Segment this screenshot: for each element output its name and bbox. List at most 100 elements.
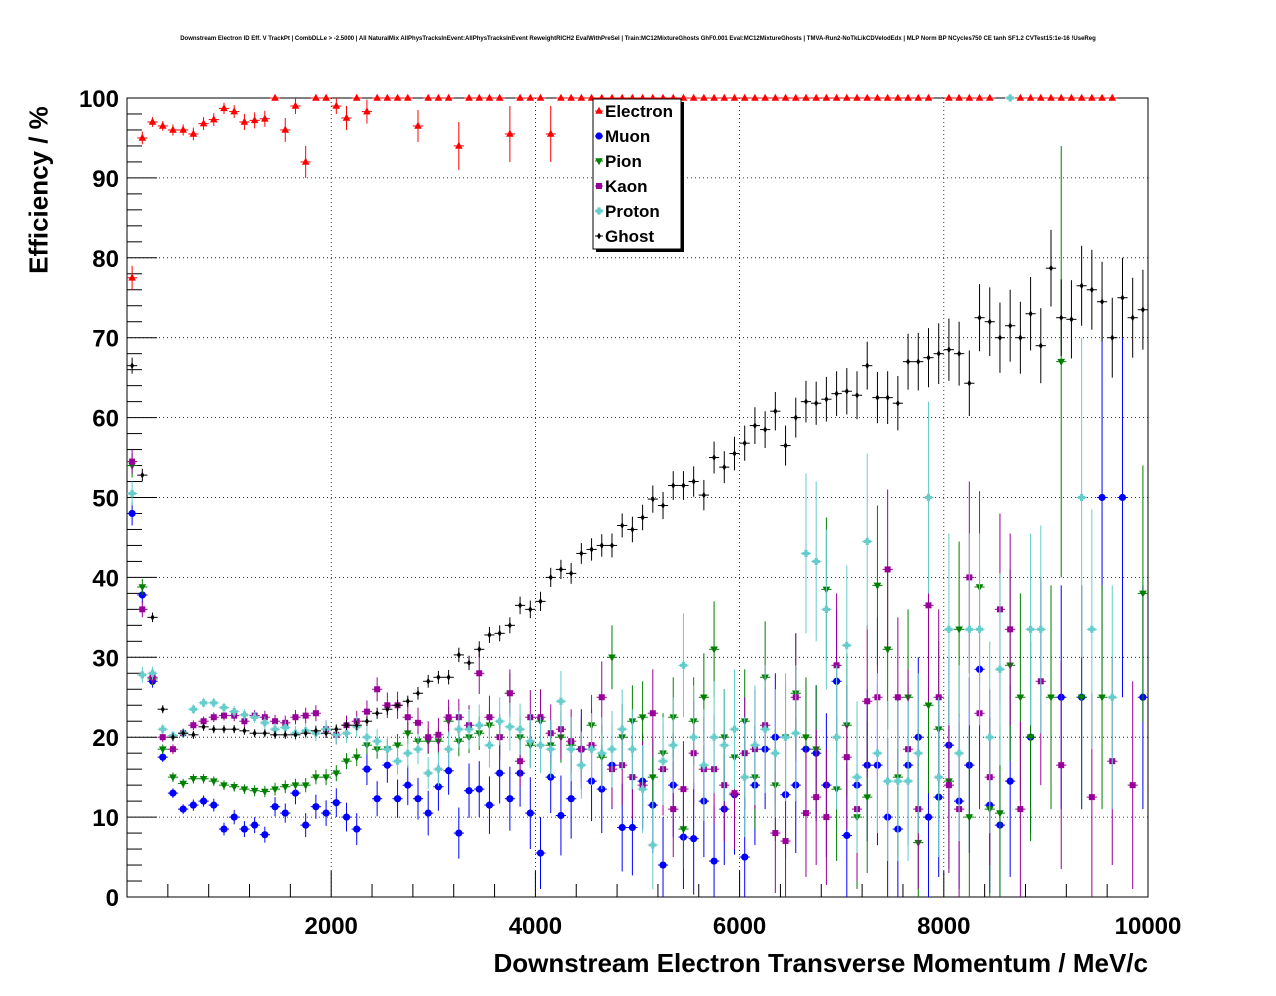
marker: [936, 350, 941, 358]
data-point: [576, 93, 587, 101]
marker: [272, 718, 279, 725]
data-point: [1076, 93, 1087, 101]
legend-label: Kaon: [605, 177, 648, 196]
data-point: [1045, 229, 1057, 307]
marker: [138, 671, 146, 679]
marker: [169, 789, 177, 797]
legend-marker: [595, 106, 603, 114]
legend-entry: Kaon: [595, 177, 648, 196]
marker: [475, 93, 484, 101]
data-point: [678, 471, 689, 500]
data-point: [698, 479, 709, 511]
marker: [518, 601, 523, 609]
data-point: [239, 726, 250, 735]
data-point: [1107, 297, 1118, 378]
data-point: [617, 689, 628, 770]
data-point: [269, 797, 281, 817]
data-point: [1107, 93, 1118, 101]
data-point: [208, 113, 219, 126]
marker: [434, 765, 443, 773]
legend-entry: Ghost: [595, 227, 654, 246]
marker: [557, 811, 565, 820]
data-point: [229, 706, 240, 718]
data-point: [423, 93, 434, 101]
marker: [199, 119, 208, 127]
marker: [720, 741, 728, 749]
data-point: [402, 765, 413, 806]
marker: [385, 705, 390, 713]
marker: [199, 775, 208, 784]
marker: [158, 121, 167, 129]
data-point: [218, 102, 230, 114]
marker: [455, 725, 463, 733]
marker: [1078, 493, 1086, 502]
data-point: [494, 93, 505, 101]
marker: [159, 734, 166, 741]
data-point: [504, 105, 515, 162]
marker: [465, 787, 473, 795]
data-point: [1045, 93, 1057, 101]
data-point: [535, 717, 546, 774]
data-point: [790, 665, 801, 802]
marker: [814, 399, 819, 407]
data-point: [1005, 94, 1016, 102]
marker: [843, 754, 850, 761]
data-point: [902, 93, 914, 101]
marker: [526, 93, 535, 101]
marker: [342, 758, 351, 766]
data-point: [310, 93, 321, 101]
marker: [894, 777, 902, 785]
marker: [546, 129, 555, 137]
data-point: [729, 669, 740, 790]
data-point: [280, 780, 291, 794]
data-point: [984, 287, 995, 357]
marker: [843, 641, 851, 649]
marker: [210, 801, 218, 809]
marker: [832, 93, 841, 101]
marker: [967, 379, 972, 387]
legend: Electron Muon Pion Kaon Proton Ghost: [592, 98, 684, 252]
data-point: [188, 799, 199, 811]
data-point: [851, 93, 863, 101]
marker: [393, 757, 402, 765]
marker: [363, 708, 370, 715]
marker: [445, 745, 453, 753]
data-point: [647, 801, 658, 890]
data-point: [392, 779, 403, 818]
data-point: [474, 704, 485, 746]
legend-label: Muon: [605, 127, 650, 146]
marker: [822, 93, 831, 101]
y-tick-label: 70: [92, 326, 119, 353]
data-point: [218, 780, 230, 790]
legend-entry: Muon: [595, 127, 650, 146]
marker: [700, 694, 708, 702]
data-point: [463, 93, 475, 101]
marker: [732, 450, 737, 457]
legend-marker: [596, 183, 602, 189]
marker: [312, 710, 319, 717]
marker: [364, 717, 369, 725]
data-point: [331, 788, 342, 818]
data-point: [1015, 721, 1026, 897]
data-point: [872, 673, 883, 834]
data-point: [423, 674, 434, 688]
legend-label: Pion: [605, 152, 642, 171]
data-point: [290, 781, 301, 805]
data-point: [1056, 93, 1067, 101]
data-point: [882, 371, 893, 424]
marker: [710, 857, 718, 865]
data-point: [872, 372, 883, 424]
marker: [1088, 794, 1095, 801]
marker: [547, 745, 555, 753]
marker: [1026, 625, 1035, 633]
marker: [383, 745, 391, 753]
marker: [1067, 93, 1076, 101]
marker: [630, 526, 635, 533]
data-point: [719, 451, 730, 484]
data-point: [157, 744, 168, 754]
data-point: [790, 93, 801, 101]
marker: [393, 93, 402, 101]
marker: [536, 93, 545, 101]
data-point: [770, 392, 781, 431]
data-point: [433, 93, 444, 101]
